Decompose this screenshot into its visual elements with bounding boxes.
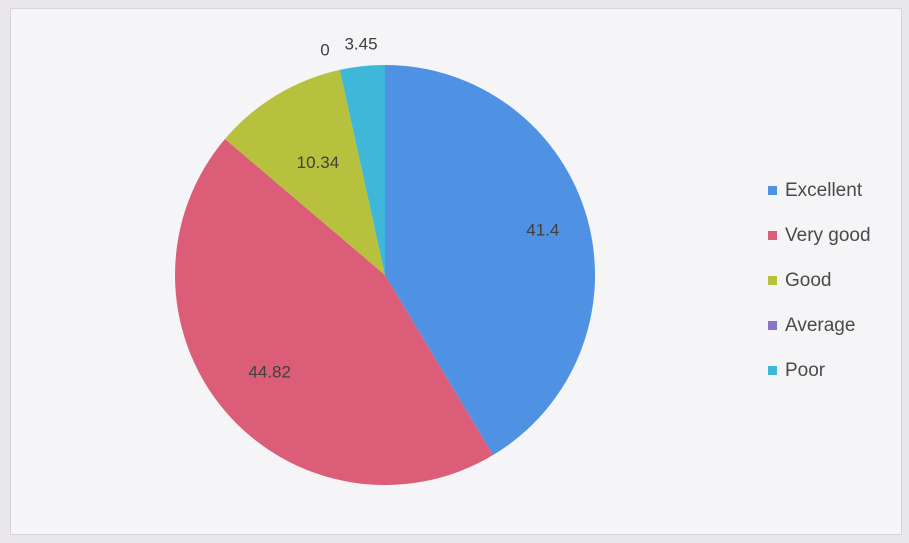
legend-label-very-good: Very good [785,224,871,246]
pie-slice-excellent [385,65,595,456]
legend-label-good: Good [785,269,832,291]
legend-item-excellent: Excellent [768,168,871,213]
legend: Excellent Very good Good Average Poor [768,168,871,393]
legend-swatch-average [768,321,777,330]
legend-item-poor: Poor [768,348,871,393]
legend-label-poor: Poor [785,359,826,381]
pie-slice-poor [339,65,385,275]
legend-swatch-poor [768,366,777,375]
legend-item-average: Average [768,303,871,348]
pie-slice-very-good [175,139,494,485]
legend-swatch-excellent [768,186,777,195]
data-label-average: 0 [320,40,329,59]
legend-label-excellent: Excellent [785,179,863,201]
legend-swatch-good [768,276,777,285]
legend-label-average: Average [785,314,856,336]
pie-slice-good [224,69,385,275]
data-label-very-good: 44.82 [248,362,291,381]
data-label-good: 10.34 [297,153,340,172]
legend-swatch-very-good [768,231,777,240]
legend-item-good: Good [768,258,871,303]
legend-item-very-good: Very good [768,213,871,258]
data-label-poor: 3.45 [344,34,377,53]
data-label-excellent: 41.4 [526,221,559,240]
